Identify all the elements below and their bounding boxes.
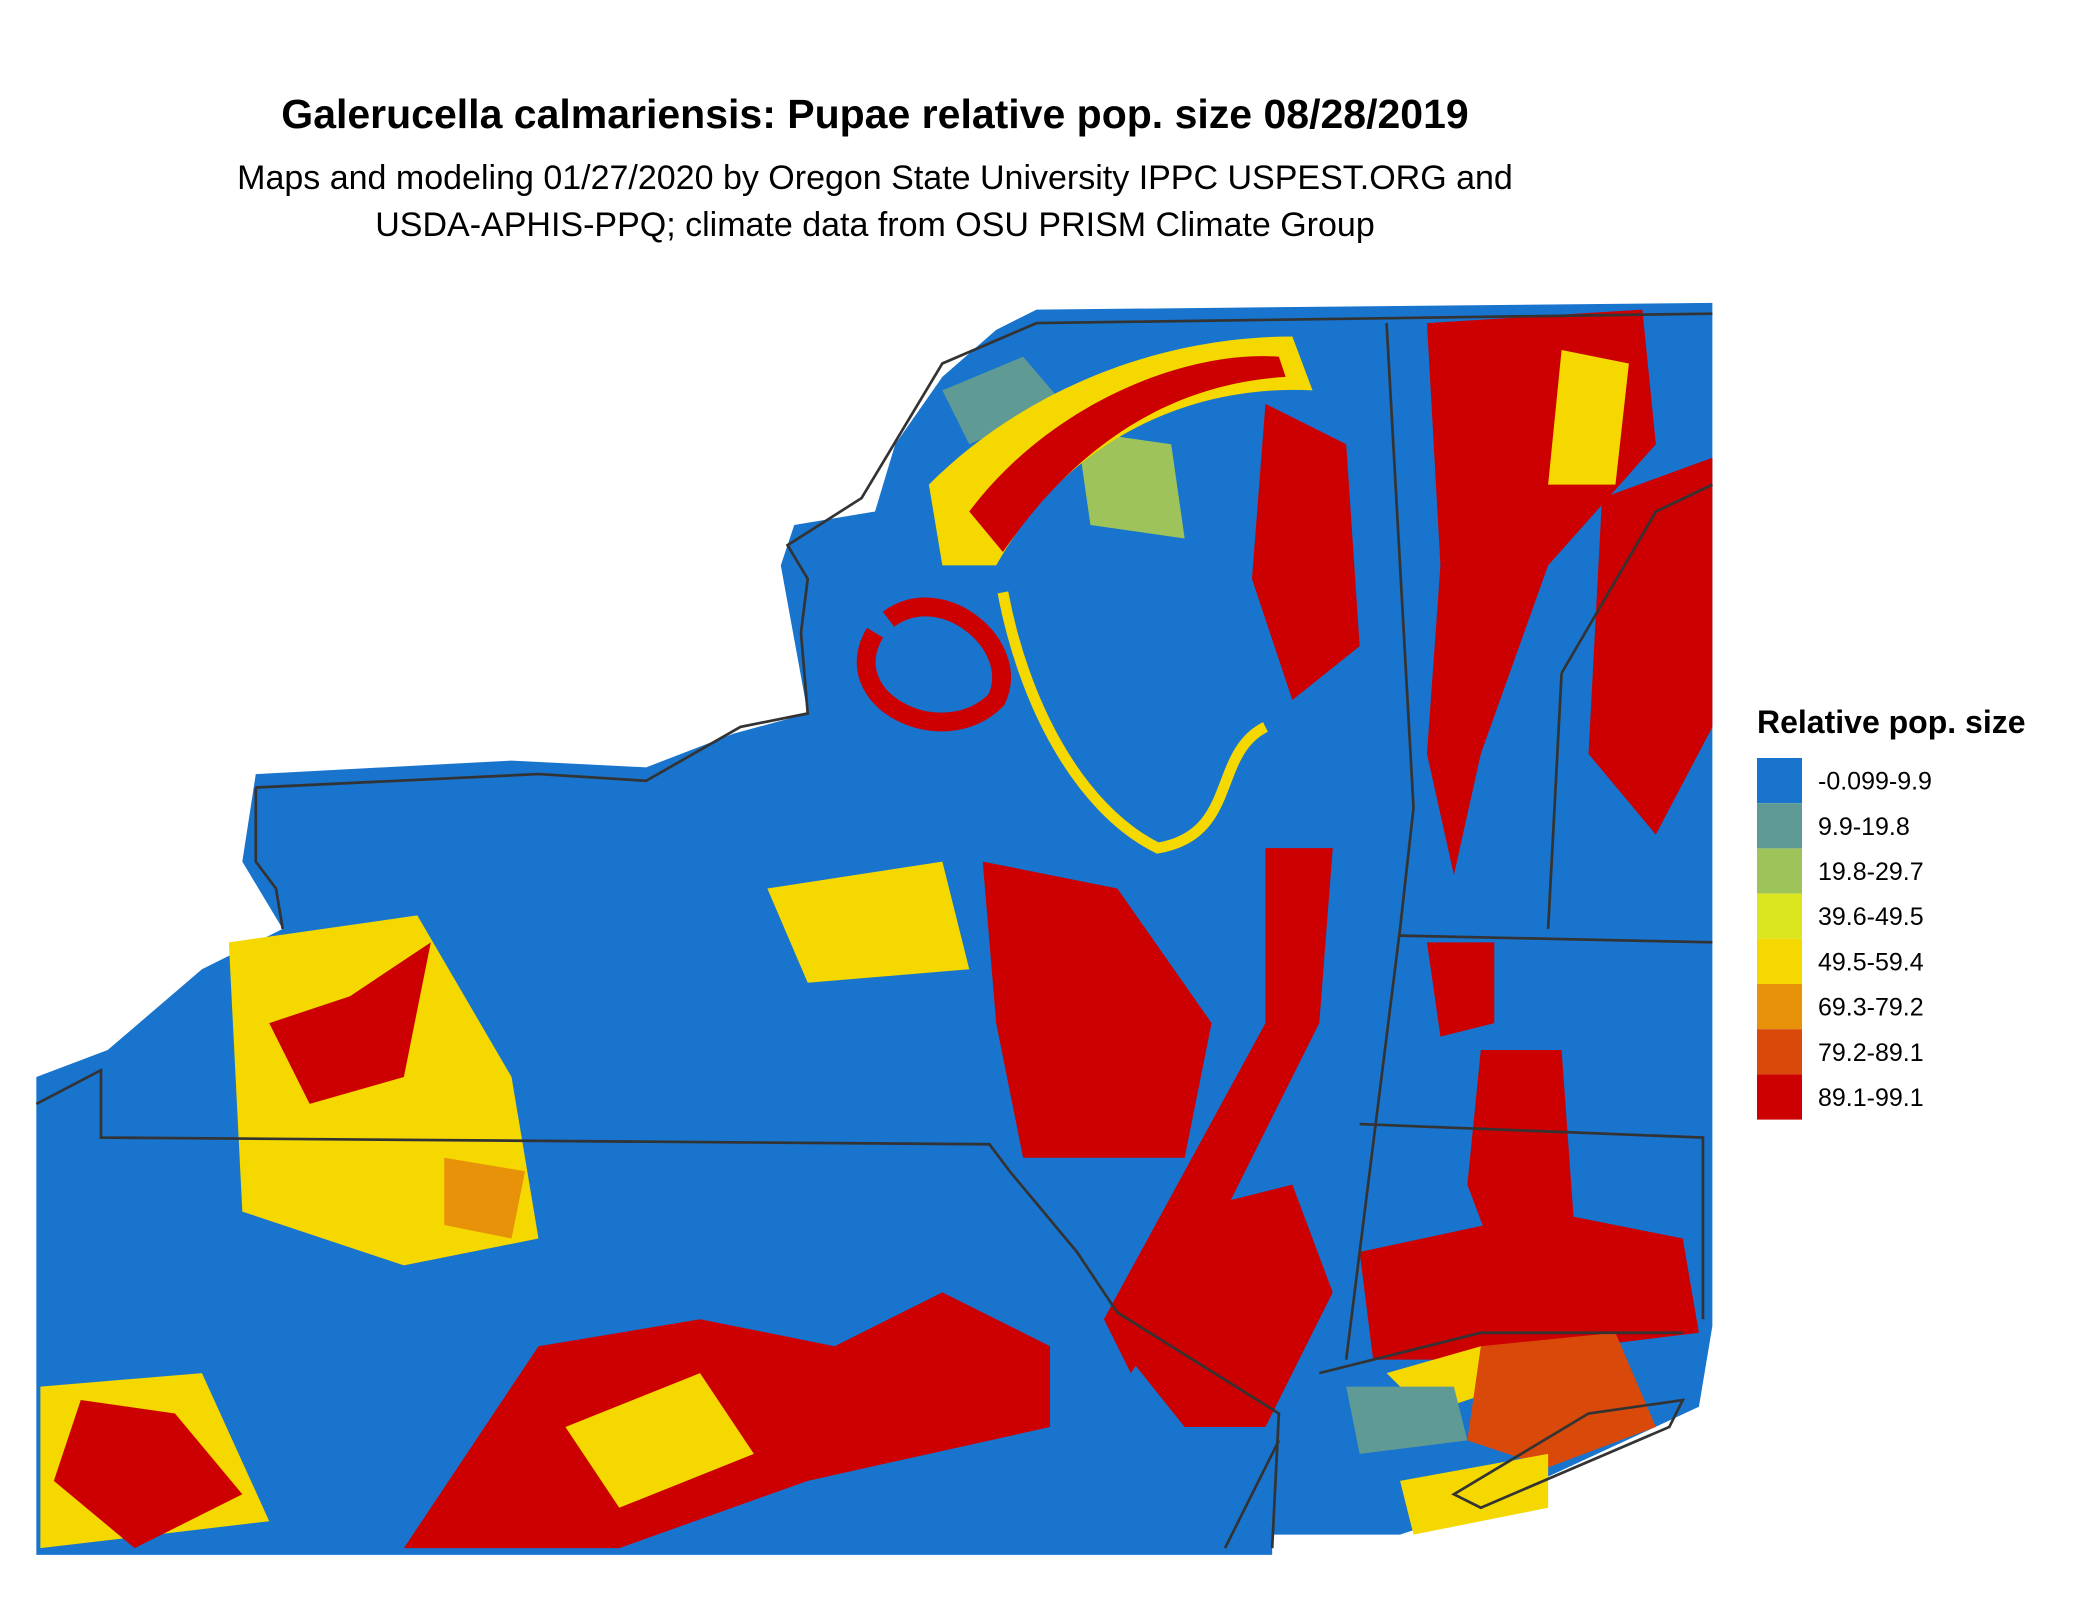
legend-label: 39.6-49.5 bbox=[1818, 903, 1924, 931]
legend-label: 89.1-99.1 bbox=[1818, 1084, 1924, 1112]
legend-label: 9.9-19.8 bbox=[1818, 813, 1910, 841]
legend-swatch bbox=[1757, 1029, 1802, 1075]
legend: Relative pop. size -0.099-9.9 9.9-19.8 19.… bbox=[1757, 704, 2026, 1120]
legend-swatch bbox=[1757, 893, 1802, 939]
legend-label: 49.5-59.4 bbox=[1818, 948, 1924, 976]
legend-swatch bbox=[1757, 984, 1802, 1030]
subtitle: Maps and modeling 01/27/2020 by Oregon S… bbox=[237, 159, 1513, 197]
legend-swatch bbox=[1757, 803, 1802, 849]
legend-swatch bbox=[1757, 848, 1802, 894]
legend-label: 69.3-79.2 bbox=[1818, 994, 1924, 1022]
state-borders bbox=[35, 312, 1713, 1549]
map-hotspots bbox=[40, 309, 1713, 1549]
legend-label: 19.8-29.7 bbox=[1818, 858, 1924, 886]
legend-swatch bbox=[1757, 758, 1802, 804]
map bbox=[35, 302, 1713, 1555]
subtitle: USDA-APHIS-PPQ; climate data from OSU PR… bbox=[375, 206, 1374, 244]
legend-label: 79.2-89.1 bbox=[1818, 1039, 1924, 1067]
legend-swatch bbox=[1757, 1074, 1802, 1120]
legend-label: -0.099-9.9 bbox=[1818, 768, 1932, 796]
legend-title: Relative pop. size bbox=[1757, 704, 2026, 740]
title: Galerucella calmariensis: Pupae relative… bbox=[281, 91, 1468, 137]
legend-swatch bbox=[1757, 938, 1802, 984]
